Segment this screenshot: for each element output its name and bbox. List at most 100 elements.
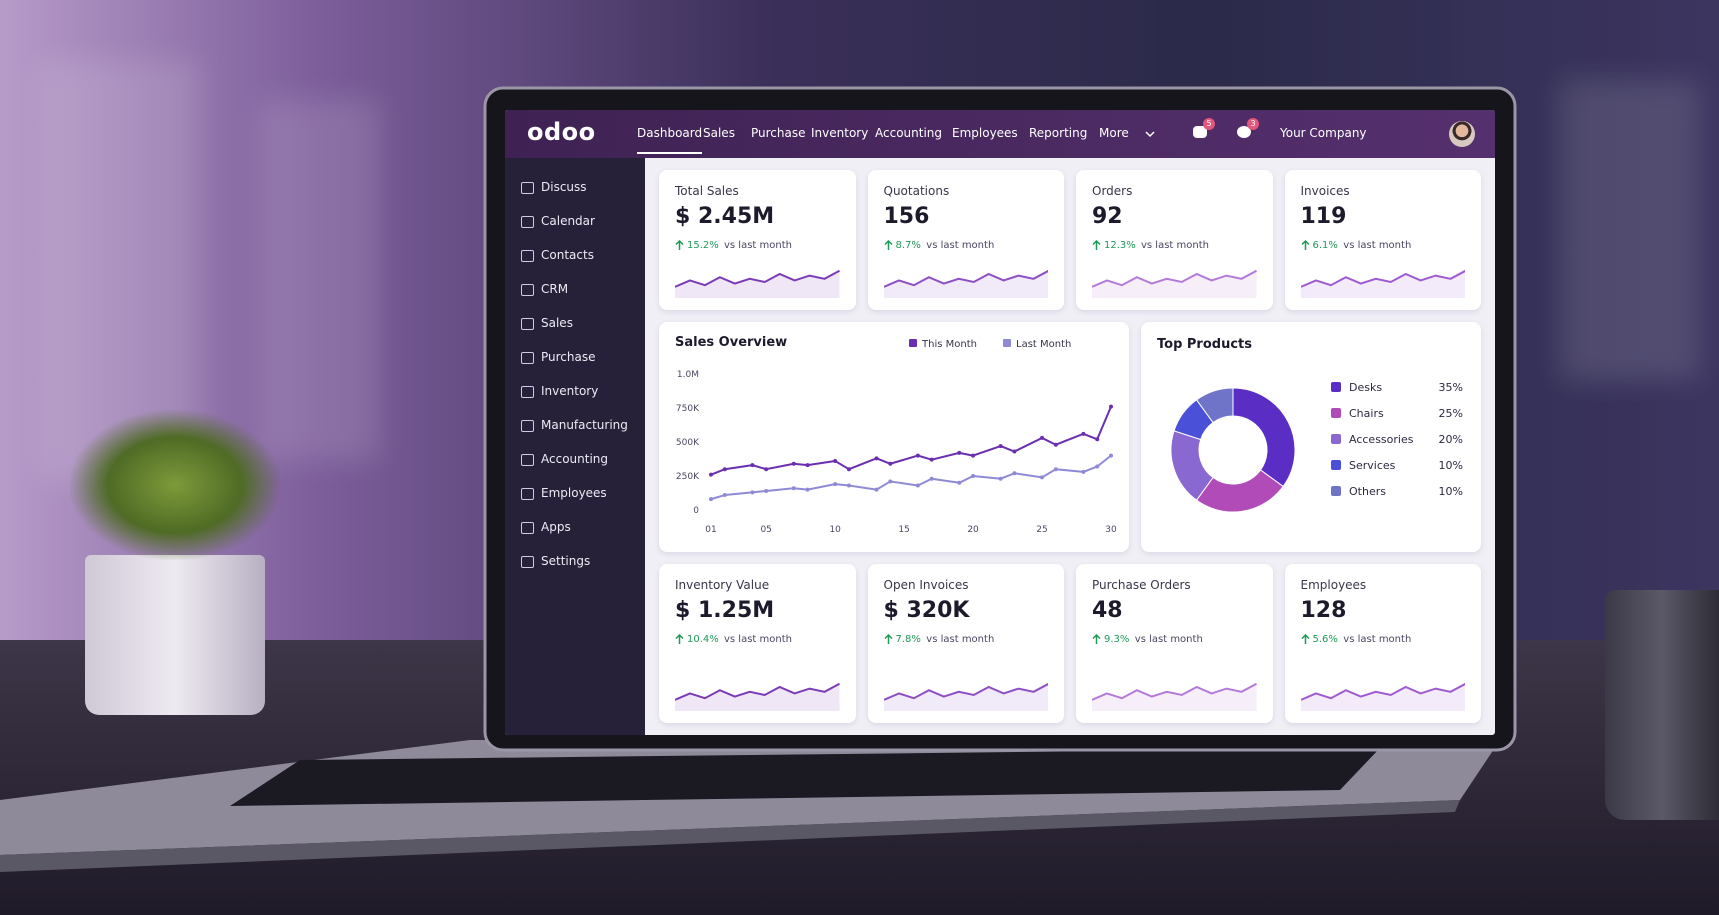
- sales-overview-card: Sales Overview This Month Last Month 0 250K 5…: [659, 322, 1129, 552]
- series-point: [750, 490, 755, 495]
- sparkline-area: [883, 683, 1048, 711]
- more-chevron: [1145, 131, 1155, 138]
- series-point: [1040, 475, 1045, 480]
- series-point: [929, 476, 934, 481]
- sparkline-area: [1092, 683, 1257, 711]
- nav-item[interactable]: Sales: [703, 126, 735, 140]
- kpi-title: Inventory Value: [675, 578, 770, 592]
- kpi-value: 48: [1092, 598, 1123, 623]
- kpi-change: 8.7%: [895, 240, 921, 251]
- chat-icon[interactable]: [1193, 126, 1207, 138]
- kpi-note: vs last month: [926, 240, 995, 251]
- x-tick-label: 10: [829, 525, 841, 535]
- nav-item[interactable]: More: [1099, 126, 1129, 140]
- kpi-title: Invoices: [1300, 184, 1350, 198]
- kpi-title: Orders: [1092, 184, 1133, 198]
- kpi-note: vs last month: [926, 634, 995, 645]
- kpi-change: 6.1%: [1312, 240, 1338, 251]
- nav-item[interactable]: Dashboard: [637, 126, 703, 154]
- up-arrow: [675, 634, 684, 644]
- kpi-card[interactable]: Inventory Value $ 1.25M 10.4% vs last month: [659, 564, 856, 723]
- series-point: [1040, 435, 1045, 440]
- kpi-note: vs last month: [1134, 634, 1203, 645]
- kpi-card[interactable]: Employees 128 5.6% vs last month: [1284, 564, 1481, 723]
- sparkline: [675, 682, 840, 711]
- kpi-card[interactable]: Orders 92 12.3% vs last month: [1076, 170, 1273, 310]
- up-arrow: [1092, 634, 1101, 644]
- arrow-shape: [1092, 240, 1101, 250]
- kpi-card[interactable]: Open Invoices $ 320K 7.8% vs last month: [867, 564, 1064, 723]
- series-point: [1095, 464, 1100, 469]
- window-light: [260, 100, 380, 460]
- sidebar-icon: [521, 488, 534, 500]
- sidebar-label: Apps: [541, 520, 571, 534]
- sparkline-area: [1092, 270, 1257, 298]
- series-line: [710, 454, 1112, 501]
- value-label: 25%: [1439, 407, 1463, 420]
- nav-item[interactable]: Employees: [952, 126, 1018, 140]
- sidebar-item[interactable]: Purchase: [521, 350, 596, 364]
- value-label: 10%: [1439, 459, 1463, 472]
- sidebar-item[interactable]: Calendar: [521, 214, 595, 228]
- sidebar-label: Purchase: [541, 350, 596, 364]
- laptop-edge: [0, 800, 1460, 872]
- sidebar-item[interactable]: Manufacturing: [521, 418, 628, 432]
- notification-badge: 5: [1203, 118, 1215, 130]
- legend-swatch: [1331, 408, 1341, 418]
- x-tick-label: 20: [967, 525, 979, 535]
- sidebar-item[interactable]: Settings: [521, 554, 590, 568]
- kpi-card[interactable]: Purchase Orders 48 9.3% vs last month: [1076, 564, 1273, 723]
- sidebar-icon: [521, 284, 534, 296]
- sidebar-item[interactable]: Discuss: [521, 180, 587, 194]
- kpi-change: 5.6%: [1312, 634, 1338, 645]
- sidebar-icon: [521, 182, 534, 194]
- kpi-card[interactable]: Total Sales $ 2.45M 15.2% vs last month: [659, 170, 856, 310]
- y-tick-label: 1.0M: [677, 370, 699, 380]
- sidebar-icon: [521, 318, 534, 330]
- sidebar-icon: [521, 522, 534, 534]
- arrow-shape: [1300, 634, 1310, 644]
- up-arrow: [1300, 240, 1310, 250]
- kpi-card[interactable]: Quotations 156 8.7% vs last month: [867, 170, 1064, 310]
- series-point: [874, 456, 879, 461]
- sidebar-item[interactable]: Accounting: [521, 452, 608, 466]
- y-tick-label: 750K: [676, 404, 700, 414]
- legend-swatch: [909, 339, 917, 347]
- series-point: [1012, 471, 1017, 476]
- series-point: [846, 483, 851, 488]
- series-point: [957, 480, 962, 485]
- series-point: [1109, 404, 1113, 409]
- series-point: [722, 467, 727, 472]
- legend-label: Chairs: [1349, 407, 1384, 420]
- sidebar: Discuss Calendar Contacts CRM Sales Purchase I…: [505, 158, 645, 735]
- nav-item[interactable]: Accounting: [875, 126, 943, 140]
- sidebar-item[interactable]: Inventory: [521, 384, 598, 398]
- kpi-card[interactable]: Invoices 119 6.1% vs last month: [1284, 170, 1481, 310]
- series-point: [1109, 453, 1113, 458]
- up-arrow: [1092, 240, 1101, 250]
- nav-item[interactable]: Purchase: [751, 126, 806, 140]
- sidebar-item[interactable]: Apps: [521, 520, 571, 534]
- nav-item[interactable]: Reporting: [1029, 126, 1088, 140]
- user-avatar[interactable]: [1449, 121, 1475, 147]
- sidebar-item[interactable]: Sales: [521, 316, 573, 330]
- sparkline: [1092, 269, 1257, 298]
- chart-title: Sales Overview: [675, 335, 787, 350]
- sidebar-item[interactable]: Employees: [521, 486, 607, 500]
- sparkline-line: [675, 682, 840, 701]
- sparkline: [883, 269, 1048, 298]
- sidebar-item[interactable]: CRM: [521, 282, 568, 296]
- company-name[interactable]: Your Company: [1280, 126, 1367, 140]
- legend-label: This Month: [921, 339, 977, 350]
- series-point: [888, 461, 893, 466]
- series-point: [791, 486, 796, 491]
- donut-slice: [1232, 387, 1296, 488]
- nav-item[interactable]: Inventory: [811, 126, 869, 140]
- sidebar-item[interactable]: Contacts: [521, 248, 594, 262]
- activity-icon[interactable]: [1237, 126, 1251, 138]
- kpi-change: 7.8%: [895, 634, 921, 645]
- top-products-card: Top Products Desks 35% Chairs 25% Accessories…: [1141, 322, 1481, 552]
- brand-logo[interactable]: odoo: [527, 118, 596, 146]
- sparkline-area: [1300, 683, 1465, 711]
- legend-swatch: [1331, 460, 1341, 470]
